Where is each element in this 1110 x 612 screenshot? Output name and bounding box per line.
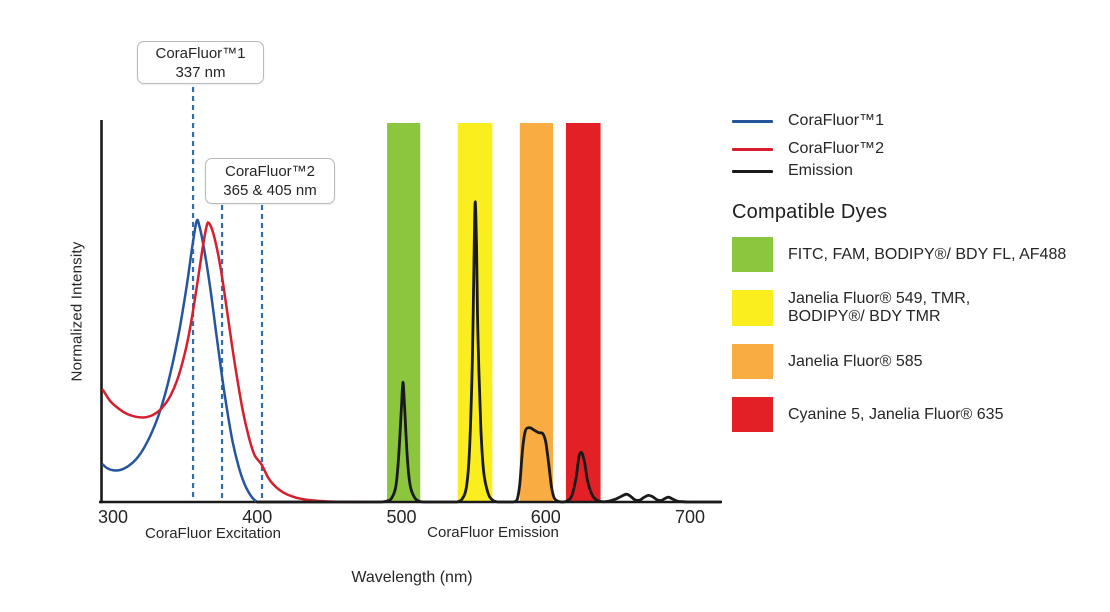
y-axis-label: Normalized Intensity [68,241,86,382]
curve-corafluor1 [101,218,259,504]
x-tick-500: 500 [386,507,417,527]
legend-item-emission: Emission [732,160,1104,182]
dye-label: Janelia Fluor® 549, TMR, BODIPY®/ BDY TM… [788,290,971,325]
legend-item-label: CoraFluor™2 [788,140,885,157]
x-tick-600: 600 [530,507,561,527]
corafluor2-line-swatch [732,147,773,151]
x-tick-700: 700 [674,507,706,527]
x-section-label-excitation: CoraFluor Excitation [145,525,281,542]
dye-row-jf585: Janelia Fluor® 585 [732,344,1104,379]
callout-corafluor2-value: 365 & 405 nm [223,182,317,199]
legend: CoraFluor™1 CoraFluor™2 Emission Compati… [732,110,1104,432]
callout-corafluor1: CoraFluor™1 337 nm [137,41,264,84]
dye-row-jf549: Janelia Fluor® 549, TMR, BODIPY®/ BDY TM… [732,290,1104,326]
legend-item-label: Emission [788,162,853,179]
orange-dye-swatch [732,344,773,379]
callout-corafluor1-value: 337 nm [175,63,226,81]
filter-band-fitc-window [387,123,421,502]
red-dye-swatch [732,397,773,432]
curve-emission [255,200,722,504]
dye-label: Janelia Fluor® 585 [788,352,923,370]
emission-line-swatch [732,169,773,173]
dye-row-fitc: FITC, FAM, BODIPY®/ BDY FL, AF488 [732,237,1104,272]
green-dye-swatch [732,237,773,272]
corafluor1-line-swatch [732,119,773,123]
x-tick-400: 400 [242,507,273,527]
legend-item-corafluor2: CoraFluor™2 [732,138,1104,160]
callout-corafluor2: CoraFluor™2 365 & 405 nm [205,158,335,204]
compatible-dyes-list: FITC, FAM, BODIPY®/ BDY FL, AF488 Janeli… [732,237,1104,432]
legend-item-corafluor1: CoraFluor™1 [732,110,1104,132]
compatible-dyes-heading: Compatible Dyes [732,201,888,223]
filter-band-jf585-window [519,123,553,502]
x-section-label-emission: CoraFluor Emission [427,524,559,541]
yellow-dye-swatch [732,290,773,326]
x-axis-title: Wavelength (nm) [351,569,473,586]
legend-item-label: CoraFluor™1 [788,112,885,129]
dye-label: Cyanine 5, Janelia Fluor® 635 [788,405,1004,423]
filter-band-jf549-window [457,123,493,502]
x-tick-300: 300 [97,507,129,527]
dye-row-cy5: Cyanine 5, Janelia Fluor® 635 [732,397,1104,432]
curve-corafluor2 [101,221,360,504]
callout-corafluor1-title: CoraFluor™1 [155,44,246,62]
dye-label: FITC, FAM, BODIPY®/ BDY FL, AF488 [788,245,1067,263]
callout-corafluor2-title: CoraFluor™2 [224,163,316,180]
filter-band-cy5-window [565,123,601,502]
